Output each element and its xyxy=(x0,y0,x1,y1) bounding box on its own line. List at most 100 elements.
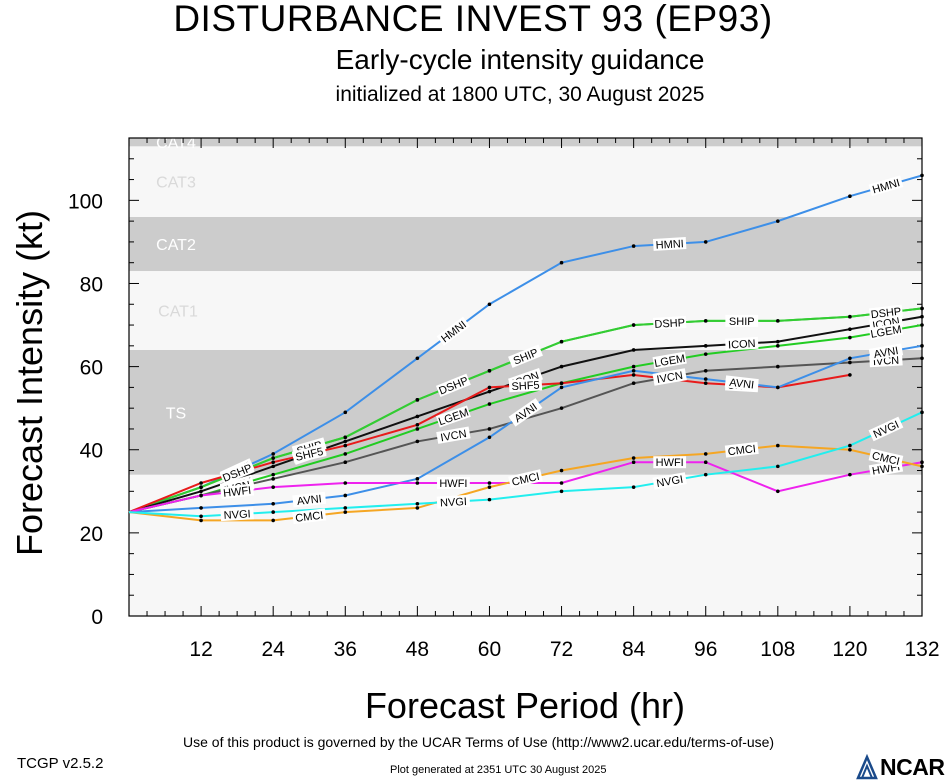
x-tick-label: 96 xyxy=(694,638,717,661)
series-label-bg xyxy=(435,373,471,398)
data-point-hwfi xyxy=(199,493,203,498)
x-tick-label: 72 xyxy=(550,638,573,661)
data-point-avni xyxy=(415,477,420,481)
series-label-bg xyxy=(436,494,471,509)
data-point-icon xyxy=(199,489,203,494)
data-point-hwfi xyxy=(271,485,275,489)
series-label-text: CMCI xyxy=(727,443,756,458)
y-tick-label: 60 xyxy=(80,357,103,380)
chart-subtitle: Early-cycle intensity guidance xyxy=(335,44,705,75)
series-label-bg xyxy=(436,316,471,346)
data-point-cmci xyxy=(343,510,348,514)
data-point-hmni xyxy=(487,302,492,307)
data-point-icon xyxy=(848,327,852,332)
data-point-shf5 xyxy=(848,373,852,377)
data-point-nvgi xyxy=(848,443,852,448)
data-point-avni xyxy=(559,385,564,390)
series-label-text: DSHP xyxy=(654,317,685,331)
band-cat2 xyxy=(129,216,922,272)
data-point-dshp xyxy=(199,485,203,489)
data-point-ivcn xyxy=(559,406,564,410)
series-label-bg xyxy=(652,472,687,490)
series-label-cmci: CMCI xyxy=(724,441,759,458)
data-point-cmci xyxy=(703,452,708,456)
data-point-hmni xyxy=(271,452,275,456)
band-label-ts: TS xyxy=(166,405,186,422)
y-tick-label: 80 xyxy=(80,273,103,296)
data-point-dshp xyxy=(703,319,708,323)
series-label-lgem: LGEM xyxy=(652,351,687,370)
x-axis-label: Forecast Period (hr) xyxy=(365,685,685,726)
data-point-ivcn xyxy=(703,368,708,373)
data-point-icon xyxy=(415,414,420,419)
data-point-ivcn xyxy=(271,477,275,481)
series-label-bg xyxy=(724,441,759,458)
series-label-bg xyxy=(435,405,471,428)
y-axis-label: Forecast Intensity (kt) xyxy=(9,210,50,556)
data-point-dshp xyxy=(776,319,780,323)
data-point-lgem xyxy=(271,472,275,477)
series-label-bg xyxy=(508,378,543,393)
data-point-avni xyxy=(343,493,348,498)
data-point-dshp xyxy=(487,368,492,373)
series-label-text: HWFI xyxy=(656,457,684,469)
series-label-text: AVNI xyxy=(296,493,322,508)
series-label-bg xyxy=(724,375,759,392)
data-point-icon xyxy=(271,464,275,469)
data-point-cmci xyxy=(271,518,275,523)
terms-of-use[interactable]: Use of this product is governed by the U… xyxy=(183,734,775,750)
series-label-bg xyxy=(292,491,327,508)
series-label-bg xyxy=(868,322,904,340)
data-point-icon xyxy=(703,344,708,348)
data-point-shf5 xyxy=(559,381,564,386)
data-point-hwfi xyxy=(776,489,780,494)
series-labels: HMNIHMNIHMNIHMNISHIPSHIPSHIPSHIPDSHPDSHP… xyxy=(219,175,904,525)
band-label-cat4: CAT4 xyxy=(156,135,196,152)
series-label-bg xyxy=(868,343,904,361)
chart-init-time: initialized at 1800 UTC, 30 August 2025 xyxy=(335,83,705,106)
series-label-bg xyxy=(652,237,687,251)
series-label-hwfi: HWFI xyxy=(437,476,470,490)
x-tick-label: 12 xyxy=(189,638,212,661)
data-point-dshp xyxy=(343,435,348,440)
series-label-bg xyxy=(653,456,687,469)
series-label-text: HWFI xyxy=(439,478,467,490)
data-point-cmci xyxy=(631,456,636,460)
series-line-lgem xyxy=(128,324,923,514)
data-point-icon xyxy=(343,439,348,444)
data-point-shf5 xyxy=(199,481,203,485)
data-point-icon xyxy=(776,339,780,344)
band-label-cat3: CAT3 xyxy=(156,175,196,192)
data-point-icon xyxy=(559,364,564,369)
series-label-bg xyxy=(725,336,759,351)
data-point-dshp xyxy=(559,339,564,344)
data-point-lgem xyxy=(415,427,420,431)
data-point-hmni xyxy=(920,173,924,178)
data-point-nvgi xyxy=(271,510,275,514)
series-label-nvgi: NVGI xyxy=(220,507,254,522)
data-point-shf5 xyxy=(343,443,348,448)
data-point-avni xyxy=(487,435,492,440)
x-tick-label: 108 xyxy=(760,638,795,661)
series-label-bg xyxy=(291,444,327,464)
data-point-hmni xyxy=(631,244,636,248)
data-point-nvgi xyxy=(920,410,924,415)
band-label-cat2: CAT2 xyxy=(156,237,196,254)
data-point-hmni xyxy=(343,410,348,415)
series-label-bg xyxy=(868,448,904,468)
ncar-logo-text: NCAR xyxy=(880,754,945,780)
data-point-dshp xyxy=(848,314,852,319)
data-point-ivcn xyxy=(487,427,492,431)
x-tick-label: 48 xyxy=(406,638,429,661)
data-point-avni xyxy=(271,501,275,506)
series-label-avni: AVNI xyxy=(292,491,327,508)
x-tick-label: 36 xyxy=(334,638,357,661)
data-point-dshp xyxy=(920,306,924,311)
series-label-bg xyxy=(436,426,471,444)
data-point-nvgi xyxy=(559,489,564,494)
series-label-bg xyxy=(508,469,543,489)
series-label-text: ICON xyxy=(728,338,756,352)
series-label-avni: AVNI xyxy=(724,375,759,392)
data-point-lgem xyxy=(703,352,708,356)
series-label-ivcn: IVCN xyxy=(652,368,687,386)
